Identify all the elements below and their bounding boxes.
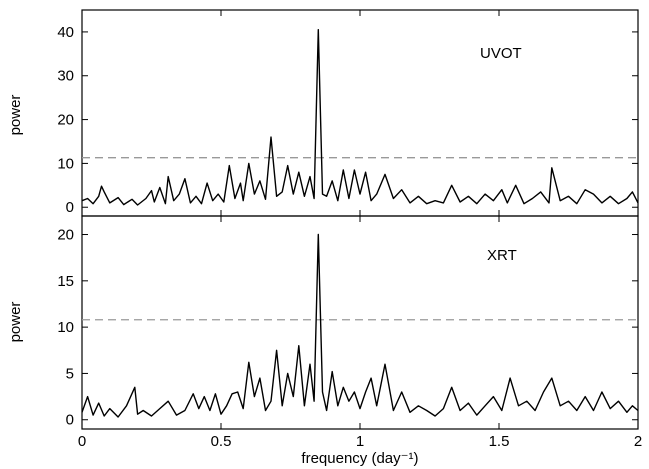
xrt-x-ticks: 0 0.5 1 1.5 2 — [78, 216, 642, 450]
xrt-plot-frame — [81, 215, 639, 430]
uvot-ytick-label: 10 — [57, 155, 74, 172]
xrt-ytick-label: 0 — [66, 412, 74, 429]
xrt-xtick-label: 1 — [356, 433, 364, 450]
uvot-y-ticks: 0 10 20 30 40 — [57, 24, 638, 216]
uvot-panel: 0 10 20 30 40 UVOT power — [7, 9, 639, 217]
xrt-ytick-label: 5 — [66, 365, 74, 382]
uvot-y-axis-title: power — [7, 95, 24, 136]
x-axis-title: frequency (day⁻¹) — [301, 450, 418, 467]
xrt-y-ticks: 0 5 10 15 20 — [57, 227, 638, 429]
xrt-xtick-label: 2 — [634, 433, 642, 450]
uvot-ytick-label: 0 — [66, 199, 74, 216]
uvot-panel-label: UVOT — [480, 45, 522, 62]
xrt-ytick-label: 15 — [57, 273, 74, 290]
xrt-xtick-label: 0.5 — [211, 433, 232, 450]
xrt-ytick-label: 10 — [57, 319, 74, 336]
xrt-power-series — [81, 233, 639, 418]
xrt-xtick-label: 0 — [78, 433, 86, 450]
uvot-plot-frame — [81, 9, 639, 217]
xrt-panel-label: XRT — [487, 247, 517, 264]
xrt-panel: 0 5 10 15 20 0 0.5 1 1.5 2 XRT power — [7, 215, 642, 450]
xrt-xtick-label: 1.5 — [489, 433, 510, 450]
uvot-ytick-label: 40 — [57, 24, 74, 41]
xrt-ytick-label: 20 — [57, 227, 74, 244]
uvot-power-series — [81, 29, 639, 206]
uvot-ytick-label: 30 — [57, 68, 74, 85]
xrt-y-axis-title: power — [7, 302, 24, 343]
uvot-x-ticks — [81, 10, 639, 216]
uvot-ytick-label: 20 — [57, 112, 74, 129]
